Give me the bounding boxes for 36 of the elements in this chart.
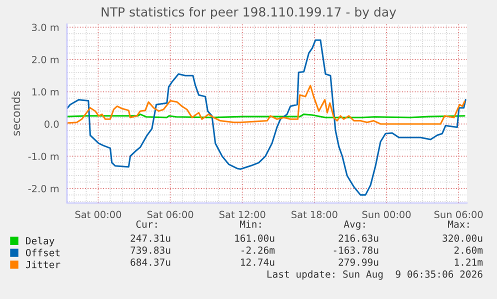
y-tick-label: -1.0 m — [28, 152, 59, 160]
line-series — [67, 39, 466, 196]
text: -2.26m — [242, 246, 275, 254]
text: 161.00u — [235, 234, 274, 242]
text: 247.31u — [130, 234, 170, 242]
chart-title: NTP statistics for peer 198.110.199.17 - by day — [102, 6, 396, 20]
y-tick-label: 1.0 m — [32, 88, 59, 96]
text: Avg: — [344, 220, 365, 230]
text: 684.37u — [130, 258, 170, 266]
text: 279.99u — [338, 258, 378, 266]
y-tick-label: 0.0 — [44, 120, 59, 128]
text: 2.60m — [454, 246, 483, 254]
legend-label: Offset — [26, 248, 60, 256]
x-tick-label: Sun 06:00 — [434, 210, 483, 218]
y-tick-label: 3.0 m — [32, 24, 59, 32]
text: Last update: Sun Aug 9 06:35:06 2026 — [267, 270, 482, 280]
x-tick-label: Sun 00:00 — [362, 210, 411, 218]
text: 1.21m — [454, 258, 483, 266]
text: 216.63u — [338, 234, 378, 242]
legend-label: Jitter — [26, 260, 60, 268]
text: 739.83u — [130, 246, 170, 254]
text: Cur: — [136, 220, 157, 228]
line-series — [67, 84, 466, 125]
x-tick-label: Sat 06:00 — [147, 210, 194, 218]
y-axis-title: seconds — [12, 91, 20, 136]
text: Min: — [240, 220, 261, 228]
text: -163.78u — [334, 246, 378, 254]
text: 320.00u — [442, 234, 482, 242]
legend-label: Delay — [26, 236, 54, 246]
x-tick-label: Sat 12:00 — [219, 210, 266, 218]
x-tick-label: Sat 00:00 — [75, 210, 122, 218]
x-tick-label: Sat 18:00 — [292, 210, 338, 218]
y-tick-label: -2.0 m — [28, 184, 59, 192]
text: Max: — [448, 220, 469, 228]
y-tick-label: 2.0 m — [32, 56, 59, 64]
text: 12.74u — [241, 258, 274, 266]
